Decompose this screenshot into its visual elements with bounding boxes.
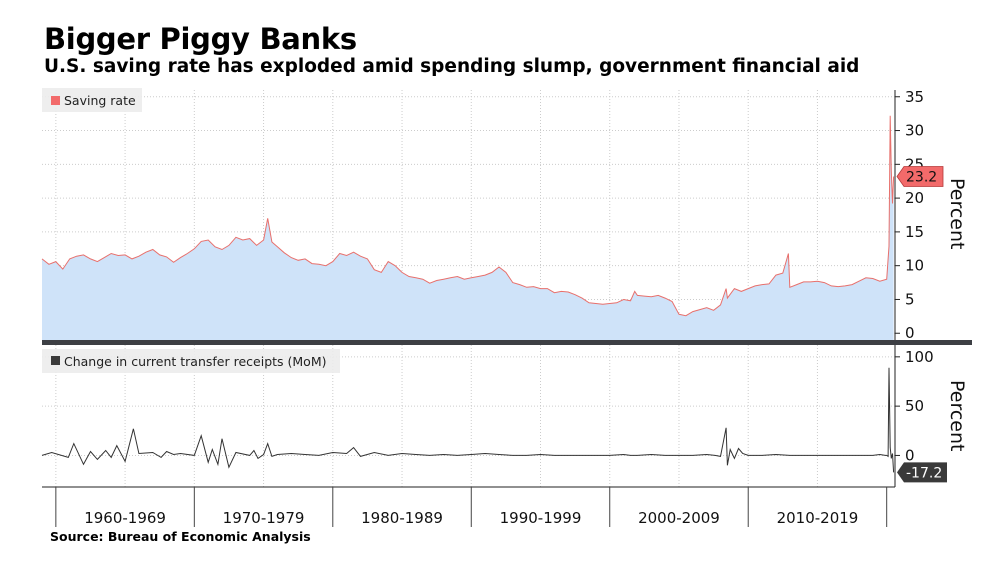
transfer-receipts-legend: Change in current transfer receipts (MoM… xyxy=(42,349,340,373)
y-tick-label: 5 xyxy=(905,290,915,308)
saving-rate-line xyxy=(41,115,895,317)
transfer-receipts-y-axis-title: Percent xyxy=(946,380,968,452)
source-note: Source: Bureau of Economic Analysis xyxy=(50,529,311,544)
y-tick-label: 0 xyxy=(905,324,915,342)
transfer-receipts-line xyxy=(41,367,895,473)
transfer-receipts-legend-label: Change in current transfer receipts (MoM… xyxy=(64,354,327,369)
panel-divider xyxy=(42,340,972,345)
y-tick-label: 10 xyxy=(905,257,924,275)
saving-rate-legend: Saving rate xyxy=(42,88,142,112)
y-tick-label: 20 xyxy=(905,189,924,207)
y-tick-label: 30 xyxy=(905,122,924,140)
x-tick-label: 1990-1999 xyxy=(500,509,582,527)
saving-rate-last-value: 23.2 xyxy=(906,169,937,185)
x-tick-label: 2000-2009 xyxy=(638,509,720,527)
x-axis-ticks: 1960-1969 1970-1979 1980-1989 1990-1999 2000… xyxy=(55,487,888,527)
y-tick-label: 50 xyxy=(905,397,924,415)
transfer-receipts-last-value: -17.2 xyxy=(906,465,942,481)
transfer-receipts-legend-box xyxy=(42,349,340,373)
y-tick-label: 35 xyxy=(905,88,924,106)
transfer-receipts-last-value-tag-shape xyxy=(897,462,947,483)
y-tick-label: 15 xyxy=(905,223,924,241)
saving-rate-legend-label: Saving rate xyxy=(64,93,136,108)
transfer-receipts-y-ticks: 0 50 100 xyxy=(895,348,934,464)
y-tick-label: 0 xyxy=(905,446,915,464)
chart-subtitle: U.S. saving rate has exploded amid spend… xyxy=(44,56,860,77)
y-tick-label: 100 xyxy=(905,348,934,366)
saving-rate-last-value-tag: 23.2 xyxy=(896,166,944,187)
x-axis: 1960-1969 1970-1979 1980-1989 1990-1999 2000… xyxy=(42,486,895,527)
saving-rate-legend-swatch xyxy=(51,96,60,105)
transfer-receipts-last-value-tag: -17.2 xyxy=(897,462,947,483)
x-tick-label: 1960-1969 xyxy=(84,509,166,527)
x-tick-label: 1970-1979 xyxy=(223,509,305,527)
transfer-receipts-panel: 0 50 100 Change in current transfer receip… xyxy=(41,345,968,487)
transfer-receipts-legend-swatch xyxy=(51,356,60,365)
transfer-receipts-gridlines xyxy=(42,345,895,487)
x-tick-label: 1980-1989 xyxy=(361,509,443,527)
x-tick-label: 2010-2019 xyxy=(777,509,859,527)
chart-title: Bigger Piggy Banks xyxy=(44,22,357,56)
saving-rate-last-value-tag-shape xyxy=(896,166,944,187)
saving-rate-area xyxy=(42,115,894,340)
saving-rate-y-axis-title: Percent xyxy=(946,178,968,250)
